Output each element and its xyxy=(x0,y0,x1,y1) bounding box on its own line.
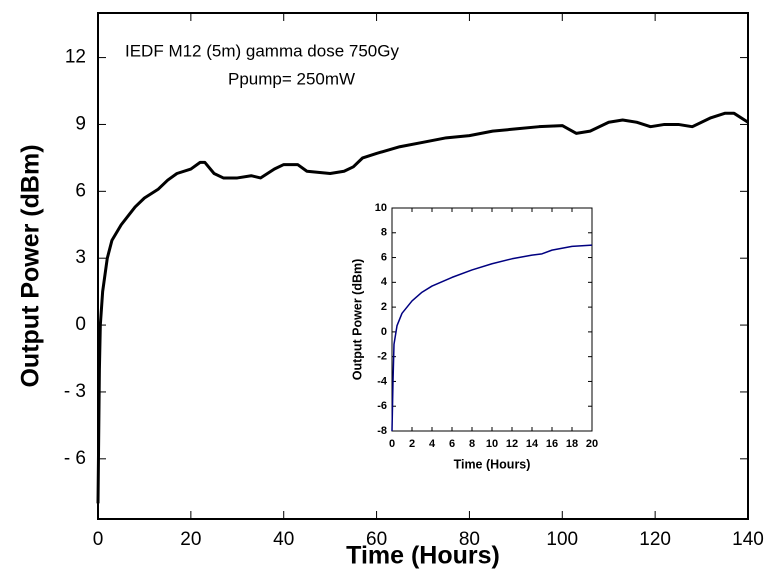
x-tick-label: 80 xyxy=(459,529,480,550)
x-tick-label: 16 xyxy=(546,438,558,450)
annotation: IEDF M12 (5m) gamma dose 750Gy xyxy=(125,41,399,60)
y-tick-label: 0 xyxy=(381,326,387,338)
x-tick-label: 140 xyxy=(732,529,764,550)
y-tick-label: -8 xyxy=(377,425,387,437)
x-tick-label: 20 xyxy=(180,529,201,550)
y-tick-label: 6 xyxy=(75,180,86,201)
x-tick-label: 4 xyxy=(429,438,436,450)
y-tick-label: 12 xyxy=(65,47,86,68)
x-tick-label: 12 xyxy=(506,438,518,450)
x-tick-label: 40 xyxy=(273,529,294,550)
x-tick-label: 0 xyxy=(389,438,395,450)
x-tick-label: 6 xyxy=(449,438,455,450)
y-tick-label: 10 xyxy=(375,202,387,214)
x-tick-label: 100 xyxy=(546,529,578,550)
y-tick-label: 8 xyxy=(381,227,387,239)
y-tick-label: - 3 xyxy=(64,381,86,402)
x-tick-label: 2 xyxy=(409,438,415,450)
y-tick-label: 4 xyxy=(381,276,388,288)
y-tick-label: -2 xyxy=(377,351,387,363)
y-tick-label: -6 xyxy=(377,400,387,412)
y-tick-label: 2 xyxy=(381,301,387,313)
y-tick-label: -4 xyxy=(377,375,388,387)
annotation: Ppump= 250mW xyxy=(228,69,355,88)
y-tick-label: - 6 xyxy=(64,448,86,469)
y-tick-label: 3 xyxy=(75,247,86,268)
plot-frame xyxy=(391,207,593,432)
data-line xyxy=(391,244,593,432)
y-tick-label: 0 xyxy=(75,314,86,335)
y-tick-label: 6 xyxy=(381,251,387,263)
y-tick-label: 9 xyxy=(75,113,86,134)
x-axis-label: Time (Hours) xyxy=(454,457,531,471)
x-tick-label: 0 xyxy=(93,529,104,550)
x-tick-label: 120 xyxy=(639,529,671,550)
y-axis-label: Output Power (dBm) xyxy=(350,259,364,381)
x-tick-label: 14 xyxy=(526,438,539,450)
x-tick-label: 18 xyxy=(566,438,578,450)
x-axis-label: Time (Hours) xyxy=(346,542,500,570)
x-tick-label: 10 xyxy=(486,438,498,450)
y-axis-label: Output Power (dBm) xyxy=(17,144,45,387)
x-tick-label: 20 xyxy=(586,438,598,450)
data-line xyxy=(96,111,749,504)
x-tick-label: 60 xyxy=(366,529,387,550)
x-tick-label: 8 xyxy=(469,438,475,450)
